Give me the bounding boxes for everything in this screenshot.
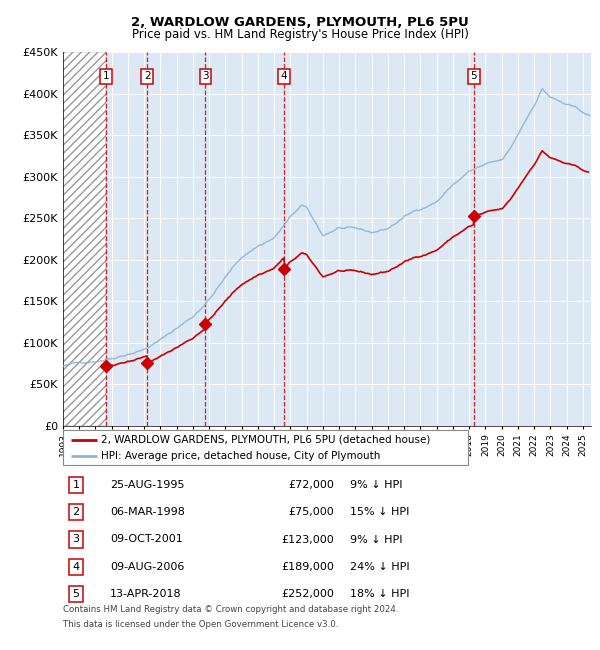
Text: 09-AUG-2006: 09-AUG-2006: [110, 562, 184, 572]
Text: Price paid vs. HM Land Registry's House Price Index (HPI): Price paid vs. HM Land Registry's House …: [131, 28, 469, 41]
FancyBboxPatch shape: [63, 430, 468, 465]
Text: 9% ↓ HPI: 9% ↓ HPI: [350, 480, 403, 490]
Text: 25-AUG-1995: 25-AUG-1995: [110, 480, 184, 490]
Text: £72,000: £72,000: [289, 480, 334, 490]
Text: 2: 2: [144, 72, 151, 81]
Text: 15% ↓ HPI: 15% ↓ HPI: [350, 507, 409, 517]
Text: Contains HM Land Registry data © Crown copyright and database right 2024.: Contains HM Land Registry data © Crown c…: [63, 605, 398, 614]
Text: 24% ↓ HPI: 24% ↓ HPI: [350, 562, 410, 572]
Text: 9% ↓ HPI: 9% ↓ HPI: [350, 534, 403, 545]
Text: 1: 1: [73, 480, 80, 490]
Text: 2: 2: [73, 507, 80, 517]
Text: 1: 1: [103, 72, 109, 81]
Text: 09-OCT-2001: 09-OCT-2001: [110, 534, 183, 545]
Text: 2, WARDLOW GARDENS, PLYMOUTH, PL6 5PU (detached house): 2, WARDLOW GARDENS, PLYMOUTH, PL6 5PU (d…: [101, 435, 431, 445]
Text: This data is licensed under the Open Government Licence v3.0.: This data is licensed under the Open Gov…: [63, 620, 338, 629]
Text: HPI: Average price, detached house, City of Plymouth: HPI: Average price, detached house, City…: [101, 451, 381, 461]
Text: 4: 4: [281, 72, 287, 81]
Text: 13-APR-2018: 13-APR-2018: [110, 589, 182, 599]
Text: 5: 5: [73, 589, 80, 599]
Text: 3: 3: [73, 534, 80, 545]
Text: 5: 5: [470, 72, 477, 81]
Text: £123,000: £123,000: [281, 534, 334, 545]
Bar: [63, 52, 106, 426]
Text: £75,000: £75,000: [289, 507, 334, 517]
Text: £252,000: £252,000: [281, 589, 334, 599]
Text: 18% ↓ HPI: 18% ↓ HPI: [350, 589, 410, 599]
Text: 2, WARDLOW GARDENS, PLYMOUTH, PL6 5PU: 2, WARDLOW GARDENS, PLYMOUTH, PL6 5PU: [131, 16, 469, 29]
Text: 06-MAR-1998: 06-MAR-1998: [110, 507, 185, 517]
Text: 4: 4: [73, 562, 80, 572]
Text: 3: 3: [202, 72, 209, 81]
Text: £189,000: £189,000: [281, 562, 334, 572]
